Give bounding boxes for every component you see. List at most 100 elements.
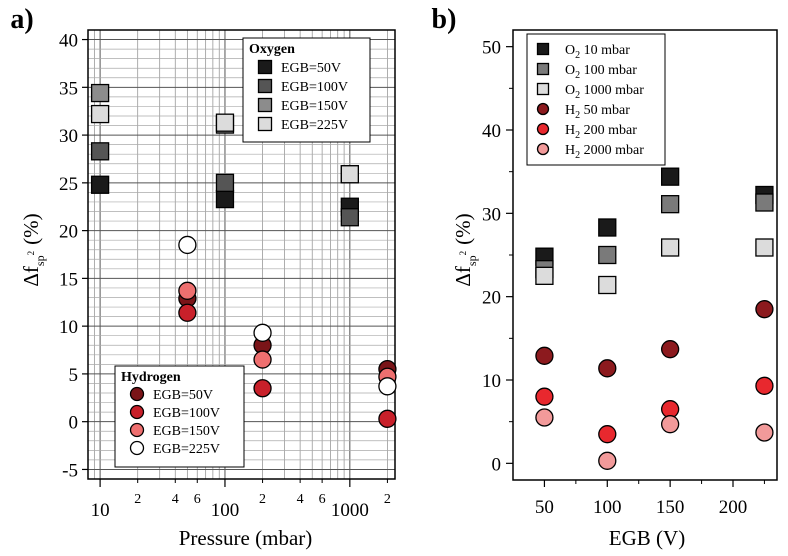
legend-swatch	[536, 122, 550, 136]
y-tick-label: 35	[59, 78, 78, 99]
data-point	[535, 346, 554, 365]
data-point	[378, 377, 397, 396]
x-tick-label: 150	[656, 497, 685, 518]
panel-b-points	[535, 167, 774, 470]
legend-hydrogen-label: EGB=150V	[153, 424, 220, 439]
y-tick-label: 10	[482, 371, 501, 392]
panel-b-x-axis-label: EGB (V)	[609, 526, 685, 550]
panel-b-y-axis-label: Δfsp2(%)	[451, 213, 479, 286]
data-point	[90, 175, 110, 194]
panel-a-grid	[87, 30, 395, 479]
legend-oxygen-label: EGB=50V	[281, 61, 341, 76]
legend-swatch	[536, 42, 550, 56]
x-tick-label: 200	[719, 497, 748, 518]
legend-label: O2 10 mbar	[565, 43, 630, 61]
data-point	[90, 104, 110, 124]
legend-oxygen-label: EGB=100V	[281, 80, 348, 95]
legend-oxygen-label: EGB=225V	[281, 118, 348, 133]
data-point	[660, 238, 680, 257]
data-point	[535, 387, 554, 406]
legend-hydrogen-label: EGB=100V	[153, 406, 220, 421]
x-tick-label: 10	[91, 500, 110, 521]
data-point	[660, 415, 680, 434]
data-point	[253, 379, 272, 398]
legend-hydrogen-label: EGB=50V	[153, 388, 213, 403]
legend-box	[526, 33, 666, 166]
panel-a-frame	[87, 29, 396, 480]
legend-oxygen-title: Oxygen	[249, 42, 295, 57]
panel-a-x-axis-label: Pressure (mbar)	[179, 526, 313, 550]
data-point	[755, 423, 774, 442]
legend-swatch	[536, 102, 550, 116]
y-tick-label: 30	[59, 126, 78, 147]
x-tick-label: 100	[593, 497, 622, 518]
x-minor-tick-label: 6	[194, 492, 201, 507]
legend-hydrogen-swatch	[129, 422, 145, 438]
data-point	[215, 113, 235, 132]
legend-hydrogen-label: EGB=225V	[153, 442, 220, 457]
x-minor-tick-label: 4	[172, 492, 179, 507]
legend-label: O2 1000 mbar	[565, 83, 644, 101]
data-point	[598, 359, 617, 378]
data-point	[253, 323, 272, 342]
data-point	[90, 83, 110, 103]
x-minor-tick-label: 2	[259, 492, 266, 507]
legend-hydrogen-title: Hydrogen	[121, 370, 181, 385]
data-point	[598, 425, 617, 444]
panel-a-label: a)	[10, 4, 33, 35]
x-minor-tick-label: 4	[297, 492, 304, 507]
data-point	[340, 165, 359, 184]
data-point	[253, 350, 272, 369]
data-point	[660, 167, 680, 186]
data-point	[598, 451, 617, 470]
x-tick-label: 1000	[331, 500, 369, 521]
data-point	[340, 208, 359, 227]
legend-label: H2 200 mbar	[565, 123, 637, 141]
data-point	[755, 300, 774, 319]
y-tick-label: 25	[59, 174, 78, 195]
data-point	[178, 281, 197, 300]
legend-hydrogen-swatch	[129, 440, 145, 456]
legend-swatch	[536, 62, 550, 76]
legend-hydrogen-swatch	[129, 386, 145, 402]
legend-oxygen-swatch	[257, 78, 273, 94]
data-point	[178, 235, 197, 255]
data-point	[598, 275, 617, 295]
data-point	[178, 303, 197, 322]
legend-oxygen-swatch	[257, 116, 273, 132]
y-tick-label: 5	[69, 365, 79, 386]
y-tick-label: -5	[62, 460, 78, 481]
data-point	[598, 218, 617, 237]
panel-b: 0 10 20 30 40 50 50 100 150 200 EGB (V) Δfsp2(%) b) O…	[432, 4, 778, 550]
x-tick-label: 50	[535, 497, 554, 518]
data-point	[598, 245, 617, 265]
y-tick-label: 20	[482, 288, 501, 309]
panel-b-label: b)	[432, 4, 457, 35]
legend-oxygen-swatch	[257, 59, 273, 75]
data-point	[660, 195, 680, 214]
data-point	[660, 340, 680, 359]
y-tick-label: 40	[59, 31, 78, 52]
data-point	[755, 376, 774, 395]
legend-label: H2 2000 mbar	[565, 143, 644, 161]
panel-a-points	[90, 83, 397, 428]
data-point	[378, 409, 397, 428]
y-tick-label: 30	[482, 204, 501, 225]
data-point	[755, 238, 774, 257]
legend-swatch	[536, 82, 550, 96]
data-point	[535, 266, 554, 285]
y-tick-label: 40	[482, 121, 501, 142]
y-tick-label: 0	[492, 454, 502, 475]
data-point	[535, 408, 554, 427]
legend-hydrogen-swatch	[129, 404, 145, 420]
x-minor-tick-label: 2	[384, 492, 391, 507]
y-tick-label: 50	[482, 38, 501, 59]
legend-swatch	[536, 142, 550, 156]
panel-a-y-axis-label: Δfsp2(%)	[19, 213, 47, 286]
data-point	[90, 142, 110, 161]
x-tick-label: 100	[211, 500, 240, 521]
legend-oxygen-label: EGB=150V	[281, 99, 348, 114]
data-point	[755, 193, 774, 212]
legend-label: H2 50 mbar	[565, 103, 630, 121]
